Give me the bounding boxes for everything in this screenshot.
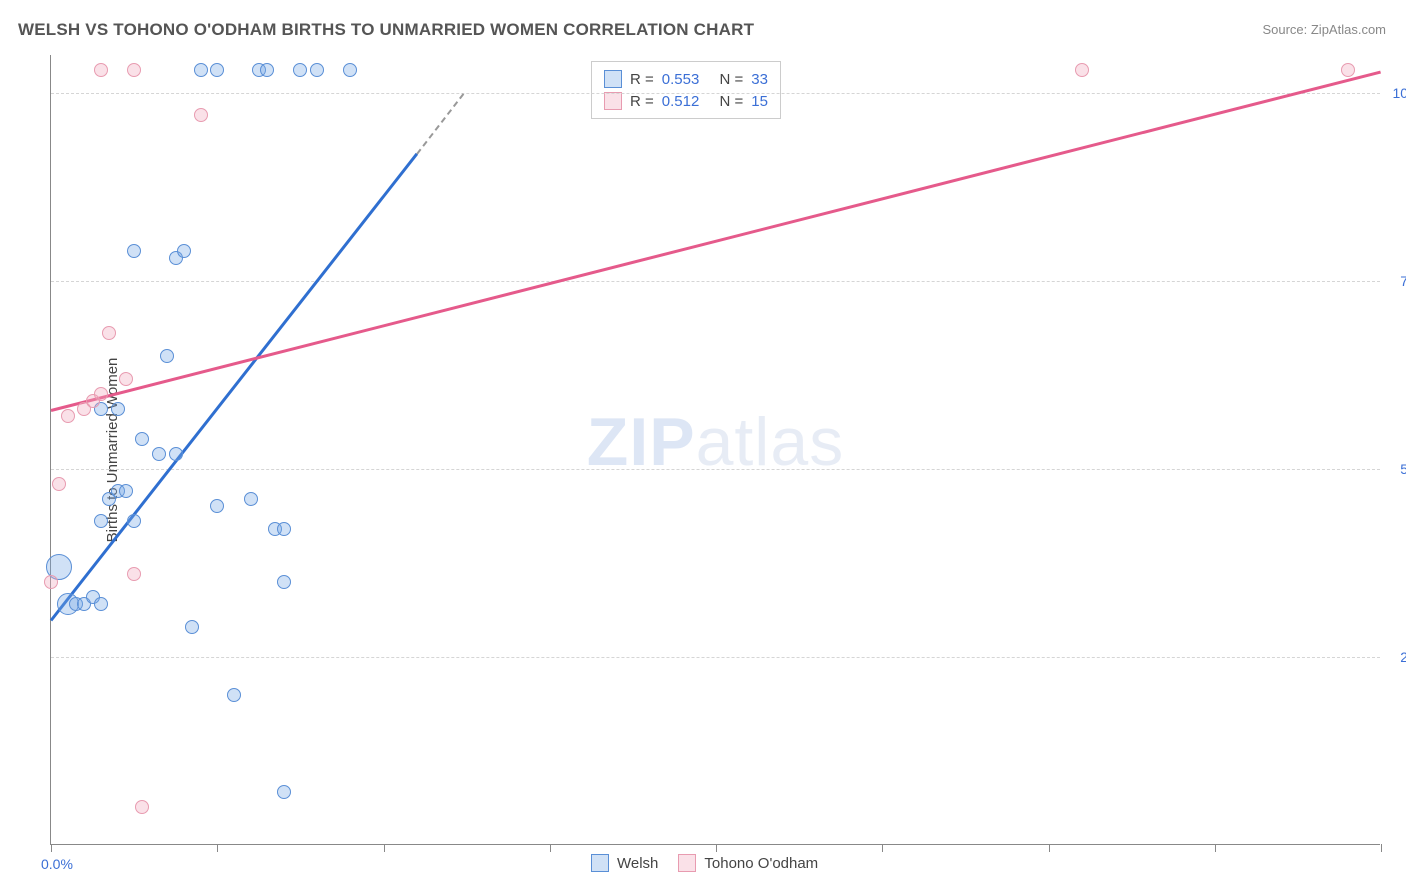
data-point-pink: [44, 575, 58, 589]
data-point-blue: [160, 349, 174, 363]
data-point-blue: [111, 402, 125, 416]
data-point-blue: [277, 522, 291, 536]
data-point-blue: [277, 785, 291, 799]
source-label: Source: ZipAtlas.com: [1262, 22, 1386, 37]
data-point-blue: [127, 244, 141, 258]
data-point-blue: [152, 447, 166, 461]
plot-wrap: Births to Unmarried Women ZIPatlas R = 0…: [50, 55, 1380, 845]
data-point-blue: [94, 514, 108, 528]
gridline: [51, 93, 1380, 94]
gridline: [51, 281, 1380, 282]
data-point-pink: [1075, 63, 1089, 77]
data-point-blue: [293, 63, 307, 77]
data-point-blue: [227, 688, 241, 702]
data-point-blue: [169, 447, 183, 461]
x-tick: [51, 844, 52, 852]
plot-area: ZIPatlas R = 0.553 N = 33 R = 0.512 N = …: [50, 55, 1380, 845]
legend-label: Tohono O'odham: [704, 855, 818, 872]
x-axis-min-label: 0.0%: [41, 856, 73, 872]
legend-r-value: 0.553: [662, 71, 700, 88]
y-tick-label: 25.0%: [1400, 649, 1406, 665]
x-tick: [1049, 844, 1050, 852]
data-point-blue: [185, 620, 199, 634]
x-tick: [217, 844, 218, 852]
y-tick-label: 100.0%: [1393, 85, 1406, 101]
data-point-blue: [343, 63, 357, 77]
legend-n-value: 33: [751, 71, 768, 88]
data-point-blue: [210, 499, 224, 513]
data-point-pink: [127, 63, 141, 77]
trend-line-pink: [51, 70, 1382, 411]
x-tick: [550, 844, 551, 852]
data-point-blue: [127, 514, 141, 528]
data-point-pink: [94, 63, 108, 77]
data-point-blue: [177, 244, 191, 258]
legend-stats: R = 0.553 N = 33 R = 0.512 N = 15: [591, 61, 781, 119]
legend-r-label: R =: [630, 93, 654, 110]
x-tick: [716, 844, 717, 852]
legend-swatch-welsh: [591, 854, 609, 872]
gridline: [51, 469, 1380, 470]
data-point-blue: [194, 63, 208, 77]
y-tick-label: 50.0%: [1400, 461, 1406, 477]
trend-line-dashed: [416, 93, 464, 154]
chart-title: WELSH VS TOHONO O'ODHAM BIRTHS TO UNMARR…: [18, 20, 754, 40]
x-tick: [1215, 844, 1216, 852]
gridline: [51, 657, 1380, 658]
legend-series: Welsh Tohono O'odham: [591, 854, 818, 872]
y-tick-label: 75.0%: [1400, 273, 1406, 289]
data-point-pink: [1341, 63, 1355, 77]
legend-label: Welsh: [617, 855, 658, 872]
data-point-pink: [119, 372, 133, 386]
x-tick: [384, 844, 385, 852]
data-point-blue: [135, 432, 149, 446]
data-point-blue: [210, 63, 224, 77]
data-point-pink: [94, 387, 108, 401]
x-tick: [1381, 844, 1382, 852]
legend-n-value: 15: [751, 93, 768, 110]
data-point-pink: [127, 567, 141, 581]
legend-swatch-tohono: [678, 854, 696, 872]
legend-item: Welsh: [591, 854, 658, 872]
data-point-pink: [61, 409, 75, 423]
data-point-blue: [94, 597, 108, 611]
data-point-pink: [135, 800, 149, 814]
legend-stats-row: R = 0.553 N = 33: [604, 68, 768, 90]
data-point-blue: [119, 484, 133, 498]
data-point-blue: [260, 63, 274, 77]
x-tick: [882, 844, 883, 852]
legend-n-label: N =: [719, 93, 743, 110]
data-point-pink: [102, 326, 116, 340]
legend-item: Tohono O'odham: [678, 854, 818, 872]
data-point-blue: [244, 492, 258, 506]
data-point-pink: [52, 477, 66, 491]
data-point-blue: [277, 575, 291, 589]
legend-r-label: R =: [630, 71, 654, 88]
legend-swatch-tohono: [604, 92, 622, 110]
data-point-blue: [310, 63, 324, 77]
legend-swatch-welsh: [604, 70, 622, 88]
legend-n-label: N =: [719, 71, 743, 88]
legend-r-value: 0.512: [662, 93, 700, 110]
data-point-pink: [194, 108, 208, 122]
